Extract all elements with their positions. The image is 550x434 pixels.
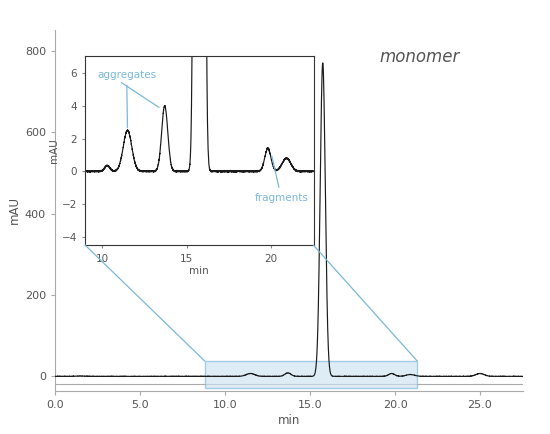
Text: monomer: monomer bbox=[380, 49, 460, 66]
X-axis label: min: min bbox=[278, 414, 300, 427]
X-axis label: min: min bbox=[190, 266, 209, 276]
Y-axis label: mAU: mAU bbox=[49, 138, 59, 163]
Y-axis label: mAU: mAU bbox=[8, 197, 21, 224]
Text: aggregates: aggregates bbox=[97, 70, 156, 128]
Bar bbox=[205, 361, 417, 388]
Text: fragments: fragments bbox=[254, 156, 308, 203]
